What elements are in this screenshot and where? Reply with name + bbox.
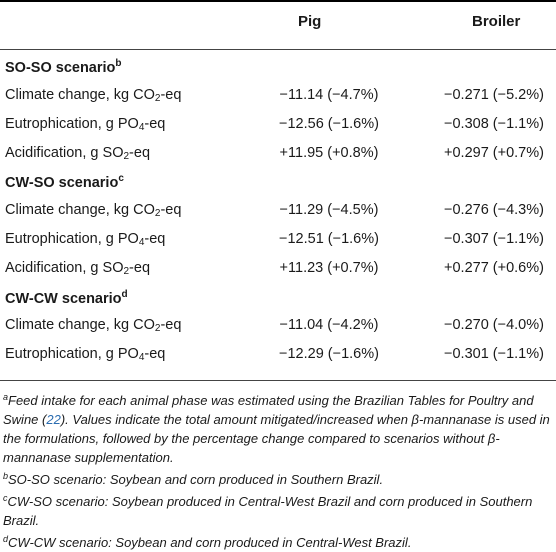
column-header-broiler: Broiler <box>472 13 521 30</box>
broiler-value: −0.307 (−1.1%) <box>444 231 544 247</box>
pig-value: +11.23 (+0.7%) <box>279 260 379 276</box>
pig-value: +11.95 (+0.8%) <box>279 145 379 161</box>
table-row: Eutrophication, g PO4-eq −12.51 (−1.6%) … <box>0 225 556 255</box>
pig-value: −11.14 (−4.7%) <box>279 87 379 103</box>
table-row: Climate change, kg CO2-eq −11.29 (−4.5%)… <box>0 196 556 226</box>
broiler-value: −0.276 (−4.3%) <box>444 202 544 218</box>
row-label: Acidification, g SO2-eq <box>5 145 151 162</box>
row-label: Eutrophication, g PO4-eq <box>5 346 166 363</box>
pig-value: −11.29 (−4.5%) <box>279 202 379 218</box>
row-label: Climate change, kg CO2-eq <box>5 87 182 104</box>
broiler-value: −0.308 (−1.1%) <box>444 116 544 132</box>
row-label: Climate change, kg CO2-eq <box>5 202 182 219</box>
footnote-d: dCW-CW scenario: Soybean and corn produc… <box>3 534 412 550</box>
pig-value: −12.56 (−1.6%) <box>279 116 379 132</box>
broiler-value: −0.271 (−5.2%) <box>444 87 544 103</box>
table-row: Eutrophication, g PO4-eq −12.56 (−1.6%) … <box>0 110 556 140</box>
table-row: Acidification, g SO2-eq +11.23 (+0.7%) +… <box>0 254 556 284</box>
section-title-cw-so: CW-SO scenarioc <box>5 173 124 191</box>
reference-link[interactable]: 22 <box>46 412 61 427</box>
pig-value: −12.51 (−1.6%) <box>279 231 379 247</box>
footnote-a: aFeed intake for each animal phase was e… <box>3 392 550 465</box>
row-label: Eutrophication, g PO4-eq <box>5 231 166 248</box>
top-rule <box>0 0 556 2</box>
footnote-b: bSO-SO scenario: Soybean and corn produc… <box>3 471 384 487</box>
column-header-pig: Pig <box>298 13 322 30</box>
section-title-so-so: SO-SO scenariob <box>5 58 122 76</box>
table-row: Climate change, kg CO2-eq −11.04 (−4.2%)… <box>0 311 556 341</box>
bottom-rule <box>0 380 556 381</box>
broiler-value: −0.270 (−4.0%) <box>444 317 544 333</box>
section-title-cw-cw: CW-CW scenariod <box>5 289 128 307</box>
pig-value: −11.04 (−4.2%) <box>279 317 379 333</box>
row-label: Eutrophication, g PO4-eq <box>5 116 166 133</box>
broiler-value: +0.297 (+0.7%) <box>444 145 544 161</box>
pig-value: −12.29 (−1.6%) <box>279 346 379 362</box>
table-footnotes: aFeed intake for each animal phase was e… <box>3 388 553 552</box>
table-row: Climate change, kg CO2-eq −11.14 (−4.7%)… <box>0 81 556 111</box>
table-row: Eutrophication, g PO4-eq −12.29 (−1.6%) … <box>0 340 556 370</box>
footnote-c: cCW-SO scenario: Soybean produced in Cen… <box>3 493 533 528</box>
header-rule <box>0 49 556 50</box>
broiler-value: +0.277 (+0.6%) <box>444 260 544 276</box>
table-row: Acidification, g SO2-eq +11.95 (+0.8%) +… <box>0 139 556 169</box>
row-label: Climate change, kg CO2-eq <box>5 317 182 334</box>
row-label: Acidification, g SO2-eq <box>5 260 151 277</box>
broiler-value: −0.301 (−1.1%) <box>444 346 544 362</box>
